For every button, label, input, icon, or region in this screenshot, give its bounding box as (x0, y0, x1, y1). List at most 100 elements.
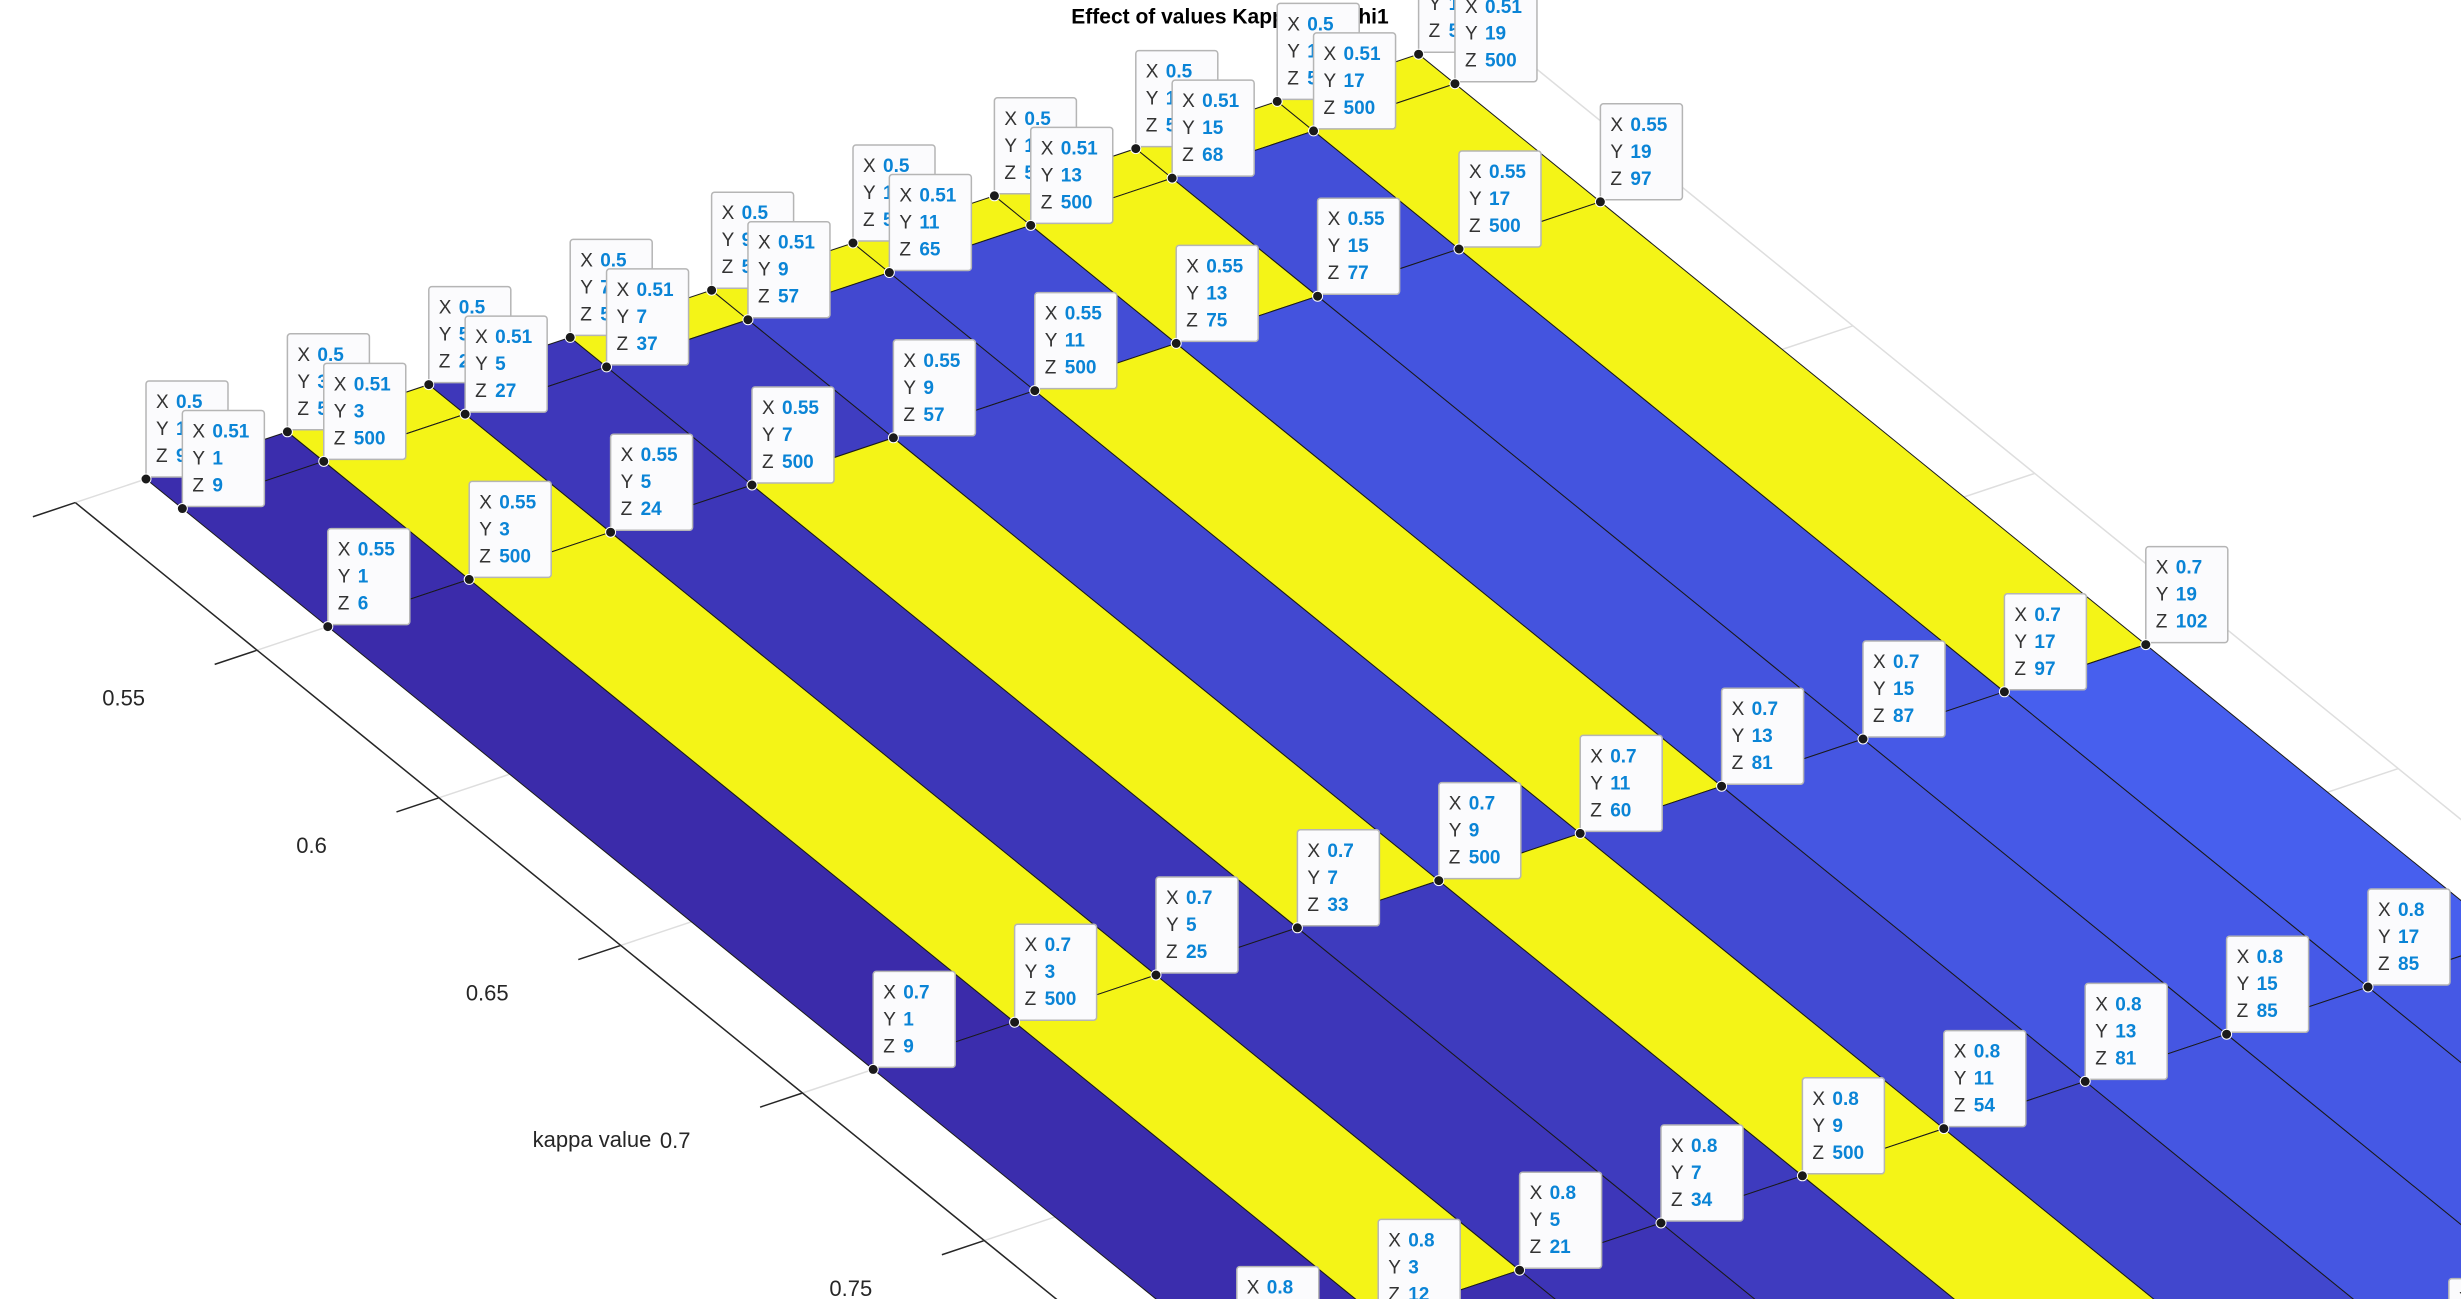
x-tick (759, 1092, 803, 1108)
datatip-key: Y (1469, 189, 1482, 210)
datatip-key: X (621, 445, 634, 466)
datatip-key: Y (1732, 726, 1745, 747)
datatip-key: Y (722, 230, 735, 251)
datatip-value: 9 (778, 260, 789, 281)
datatip-point (459, 408, 471, 420)
datatip: X 0.51 Y 15 Z 68 (1166, 79, 1255, 184)
datatip-value: 3 (499, 519, 510, 540)
datatip-key: X (1166, 888, 1179, 909)
datatip: X 0.51 Y 13 Z 500 (1025, 126, 1114, 231)
datatip-key: X (1146, 62, 1159, 83)
datatip-box (609, 433, 694, 531)
datatip-box (2225, 935, 2310, 1033)
datatip-box (2003, 593, 2088, 691)
datatip-key: Z (1671, 1190, 1683, 1211)
datatip-key: Z (758, 287, 770, 308)
datatip-key: Z (2156, 612, 2168, 633)
datatip-value: 9 (923, 378, 934, 399)
datatip-key: Z (156, 446, 168, 467)
datatip-key: X (1328, 209, 1341, 230)
datatip-key: Y (1328, 236, 1341, 257)
datatip-value: 60 (1610, 800, 1631, 821)
datatip: X 0.8 Y 9Z 500 (1796, 1077, 1886, 1182)
datatip-value: 0.7 (1610, 746, 1636, 767)
datatip-key: Y (617, 307, 630, 328)
datatip-value: 500 (1469, 848, 1501, 869)
datatip-value: 85 (2398, 954, 2420, 975)
datatip-key: X (1449, 794, 1462, 815)
datatip-value: 11 (1610, 773, 1631, 794)
datatip-point (605, 526, 617, 538)
datatip: X 0.55 Y 9Z 57 (887, 339, 977, 444)
datatip-key: Z (1429, 21, 1441, 42)
datatip: X 0.7 Y 17 Z 97 (1998, 593, 2088, 698)
datatip-value: 65 (919, 240, 941, 261)
datatip-value: 19 (1485, 24, 1506, 45)
datatip-key: Z (1732, 753, 1744, 774)
datatip-key: Z (1166, 942, 1178, 963)
datatip-key: Y (1045, 331, 1058, 352)
datatip-key: Y (1307, 868, 1320, 889)
datatip-value: 9 (1469, 821, 1480, 842)
datatip-value: 0.7 (1469, 794, 1495, 815)
datatip-key: Y (334, 401, 347, 422)
datatip-value: 0.5 (883, 156, 910, 177)
datatip: X 0.55 Y 3Z 500 (463, 480, 552, 585)
datatip-point (1130, 143, 1142, 155)
datatip-key: X (2378, 900, 2391, 921)
x-tick-label: 0.6 (296, 833, 327, 858)
datatip-point (1716, 780, 1728, 792)
datatip-key: Y (479, 519, 492, 540)
datatip-key: X (2156, 558, 2169, 579)
datatip-box (1943, 1029, 2027, 1128)
datatip-key: X (1530, 1183, 1543, 1204)
datatip-key: Z (479, 546, 491, 567)
datatip-box (1316, 197, 1401, 295)
datatip-point (1514, 1264, 1526, 1276)
datatip-key: X (334, 374, 347, 395)
datatip-value: 500 (499, 546, 531, 567)
datatip: X 0.55 Y 7Z 500 (746, 386, 835, 491)
datatip-value: 3 (317, 372, 328, 393)
datatip-value: 0.55 (1630, 115, 1667, 136)
datatip-key: Y (2095, 1021, 2108, 1042)
datatip-key: X (617, 280, 630, 301)
datatip-key: Z (1324, 98, 1336, 119)
datatip-point (1009, 1016, 1021, 1028)
datatip-key: Y (903, 378, 916, 399)
datatip-value: 0.55 (782, 398, 819, 419)
datatip-key: Z (1449, 848, 1461, 869)
datatip: X 0.55 Y 13 Z 75 (1170, 244, 1259, 349)
datatip-point (564, 331, 576, 343)
datatip-value: 0.55 (499, 492, 536, 513)
datatip-value: 77 (1348, 263, 1369, 284)
datatip-key: X (1610, 115, 1623, 136)
datatip-box (1013, 923, 1098, 1021)
datatip-point (1312, 290, 1324, 302)
datatip-point (867, 1063, 879, 1075)
datatip-point (1938, 1123, 1950, 1135)
datatip-key: Z (1186, 310, 1198, 331)
datatip-key: Z (1465, 51, 1477, 72)
datatip-value: 0.5 (1024, 109, 1051, 130)
datatip-value: 1 (903, 1009, 914, 1030)
datatip-value: 500 (782, 452, 814, 473)
datatip-key: Z (1307, 895, 1319, 916)
datatip-value: 0.8 (2257, 947, 2283, 968)
datatip: X 0.7 Y 1Z 9 (867, 970, 956, 1075)
datatip-key: X (156, 392, 169, 413)
datatip-point (1998, 686, 2010, 698)
datatip-key: X (2014, 605, 2027, 626)
datatip-key: Z (439, 352, 451, 373)
datatip-value: 500 (1045, 989, 1077, 1010)
datatip-key: Y (863, 183, 876, 204)
datatip-key: X (1465, 0, 1478, 18)
datatip-value: 9 (1832, 1116, 1843, 1137)
x-tick-label: 0.65 (466, 981, 509, 1006)
datatip-value: 0.55 (923, 351, 960, 372)
datatip-value: 0.7 (1327, 841, 1353, 862)
datatip-point (1574, 827, 1586, 839)
datatip-key: Z (192, 476, 204, 497)
datatip-key: X (1812, 1089, 1825, 1110)
